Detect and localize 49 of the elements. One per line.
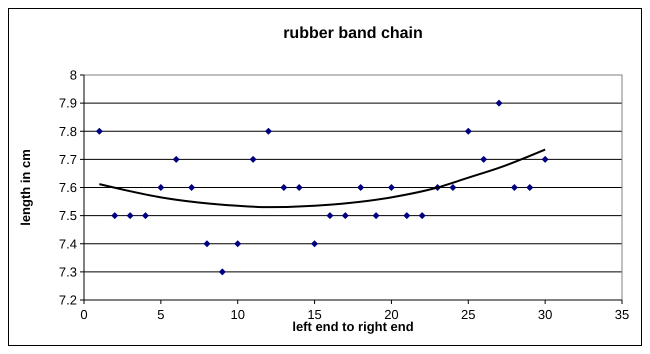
x-axis-title: left end to right end xyxy=(292,319,414,334)
y-tick-label: 7.6 xyxy=(58,180,77,196)
y-tick-label: 7.3 xyxy=(58,264,77,280)
x-tick-label: 35 xyxy=(614,307,630,322)
point xyxy=(188,184,196,191)
y-tick-label: 7.4 xyxy=(58,236,77,252)
x-tick-label: 25 xyxy=(461,307,476,322)
point xyxy=(326,212,334,220)
point xyxy=(357,184,364,191)
chart-title: rubber band chain xyxy=(283,25,423,42)
x-tick-label: 10 xyxy=(230,307,245,322)
y-tick-label: 8 xyxy=(70,68,77,83)
point xyxy=(388,184,395,191)
point xyxy=(480,156,488,163)
x-tick-label: 15 xyxy=(307,307,322,322)
point xyxy=(403,212,410,220)
point xyxy=(203,240,210,248)
y-tick-label: 7.7 xyxy=(58,152,77,167)
point xyxy=(418,212,426,220)
point xyxy=(342,212,349,220)
x-tick-label: 0 xyxy=(80,307,88,322)
point xyxy=(126,212,134,220)
point xyxy=(234,240,242,248)
point xyxy=(172,156,180,163)
point xyxy=(218,268,226,276)
point xyxy=(264,128,272,135)
point xyxy=(142,212,149,220)
y-tick-label: 7.5 xyxy=(58,208,77,224)
point xyxy=(296,184,303,191)
y-tick-label: 7.8 xyxy=(58,124,77,139)
point xyxy=(311,240,318,248)
point xyxy=(464,128,472,135)
point xyxy=(372,212,380,220)
point xyxy=(96,128,103,135)
y-tick-label: 7.2 xyxy=(58,292,77,308)
point xyxy=(542,156,549,163)
x-tick-label: 30 xyxy=(538,307,552,322)
point xyxy=(526,184,534,191)
point xyxy=(157,184,164,191)
x-tick-label: 5 xyxy=(157,307,164,322)
point xyxy=(496,100,503,107)
point xyxy=(449,184,456,191)
x-tick-label: 20 xyxy=(384,307,399,322)
y-axis-title: length in cm xyxy=(18,149,33,226)
point xyxy=(280,184,288,191)
y-tick-label: 7.9 xyxy=(58,96,77,111)
point xyxy=(111,212,118,220)
point xyxy=(510,184,518,191)
point xyxy=(250,156,257,163)
